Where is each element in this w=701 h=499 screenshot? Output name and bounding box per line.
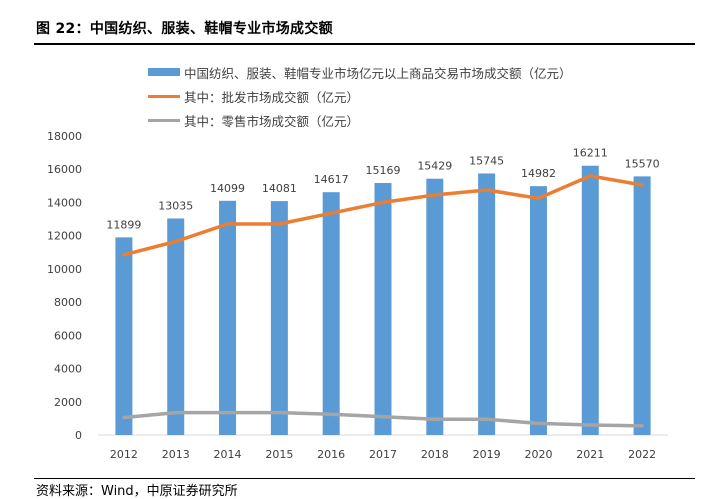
chart-legend: 中国纺织、服装、鞋帽专业市场亿元以上商品交易市场成交额（亿元） 其中：批发市场成… [148,60,572,132]
y-tick-label: 6000 [54,329,82,342]
y-tick-label: 8000 [54,296,82,309]
bar [219,200,237,435]
bar [270,201,288,435]
bar [374,183,392,435]
bar [426,178,444,436]
legend-label-retail: 其中：零售市场成交额（亿元） [184,113,360,129]
x-tick-label: 2020 [524,448,552,461]
x-tick-label: 2017 [369,448,397,461]
bar-data-label: 16211 [573,147,608,160]
y-tick-label: 0 [75,429,82,442]
legend-label-total: 中国纺织、服装、鞋帽专业市场亿元以上商品交易市场成交额（亿元） [184,65,572,81]
legend-item-wholesale: 其中：批发市场成交额（亿元） [148,84,572,108]
bar-data-label: 14617 [314,173,349,186]
x-tick-label: 2018 [421,448,449,461]
x-tick-label: 2022 [628,448,656,461]
bar-data-label: 15745 [469,154,504,167]
y-tick-label: 4000 [54,363,82,376]
legend-item-total: 中国纺织、服装、鞋帽专业市场亿元以上商品交易市场成交额（亿元） [148,60,572,84]
x-tick-label: 2021 [576,448,604,461]
title-rule [34,43,695,45]
bar [115,237,133,435]
x-tick-label: 2019 [473,448,501,461]
legend-swatch-wholesale [148,94,180,98]
bar-data-label: 14081 [262,182,297,195]
wholesale-line [122,174,644,257]
source-note: 资料来源：Wind，中原证券研究所 [36,484,238,499]
bar-data-label: 15429 [417,160,452,173]
legend-swatch-retail [148,118,180,122]
bar [478,173,496,435]
y-tick-label: 14000 [47,196,82,209]
legend-item-retail: 其中：零售市场成交额（亿元） [148,108,572,132]
legend-swatch-bar [148,68,180,76]
bar-data-label: 14982 [521,167,556,180]
y-tick-label: 16000 [47,163,82,176]
bar-data-label: 13035 [158,199,193,212]
x-tick-label: 2012 [110,448,138,461]
bar [529,186,547,435]
bar-data-label: 15169 [366,164,401,177]
bar-data-label: 11899 [106,218,141,231]
y-tick-label: 12000 [47,230,82,243]
y-tick-label: 10000 [47,263,82,276]
x-tick-label: 2013 [162,448,190,461]
x-tick-label: 2015 [265,448,293,461]
source-rule [34,478,695,479]
y-tick-label: 18000 [47,130,82,143]
retail-line [122,410,644,428]
x-tick-label: 2016 [317,448,345,461]
y-tick-label: 2000 [54,396,82,409]
bar [167,218,185,435]
bar [322,192,340,435]
bar-data-label: 15570 [625,157,660,170]
bar [581,165,599,435]
legend-label-wholesale: 其中：批发市场成交额（亿元） [184,89,360,105]
bar-data-label: 14099 [210,182,245,195]
x-tick-label: 2014 [214,448,242,461]
bar [633,176,651,436]
figure-title: 图 22：中国纺织、服装、鞋帽专业市场成交额 [36,21,333,37]
